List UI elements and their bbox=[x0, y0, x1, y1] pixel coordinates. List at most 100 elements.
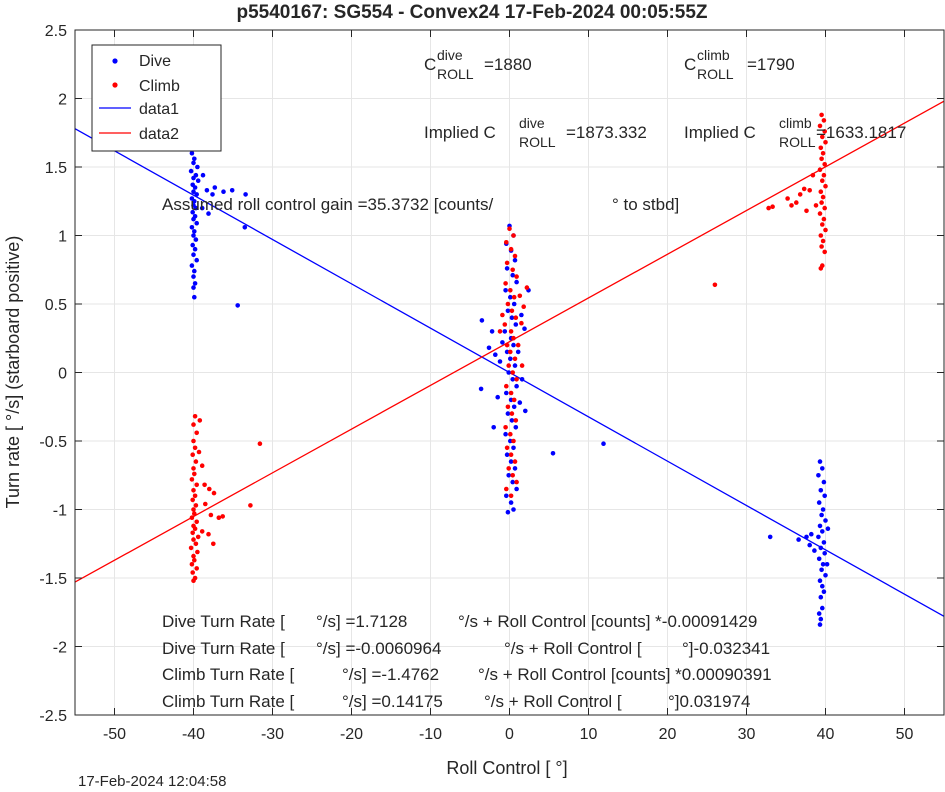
dive-point bbox=[514, 279, 519, 285]
dive-point bbox=[513, 425, 519, 430]
annotation-c-climb: C climb ROLL =1790 bbox=[684, 47, 795, 82]
dive-point bbox=[796, 537, 801, 542]
climb-point bbox=[519, 363, 525, 368]
climb-point bbox=[817, 167, 823, 172]
x-tick-label: 30 bbox=[738, 726, 756, 743]
dive-point bbox=[508, 459, 514, 464]
climb-point bbox=[519, 320, 524, 326]
climb-point bbox=[817, 211, 823, 216]
data-points bbox=[188, 112, 831, 627]
dive-point bbox=[229, 188, 235, 193]
climb-point bbox=[199, 529, 205, 534]
climb-point bbox=[189, 515, 195, 520]
climb-point bbox=[511, 335, 516, 341]
dive-point bbox=[192, 268, 197, 274]
climb-point bbox=[197, 418, 203, 423]
climb-point bbox=[509, 411, 515, 416]
dive-point bbox=[511, 342, 516, 348]
svg-text:dive: dive bbox=[519, 115, 545, 131]
dive-point bbox=[804, 534, 809, 540]
dive-point bbox=[194, 220, 199, 226]
dive-point bbox=[820, 562, 826, 567]
dive-point bbox=[510, 479, 515, 485]
dive-point bbox=[508, 294, 513, 300]
dive-point bbox=[822, 551, 827, 556]
climb-point bbox=[504, 383, 509, 389]
climb-point bbox=[821, 216, 827, 222]
climb-point bbox=[497, 329, 503, 334]
svg-text:Dive Turn Rate [: Dive Turn Rate [ bbox=[162, 639, 285, 658]
climb-point bbox=[505, 301, 511, 307]
climb-point bbox=[512, 253, 518, 259]
dive-point bbox=[194, 257, 199, 263]
climb-point bbox=[199, 463, 205, 469]
climb-point bbox=[188, 545, 194, 551]
x-tick-label: 20 bbox=[659, 726, 677, 743]
y-tick-label: -2 bbox=[53, 640, 67, 657]
climb-point bbox=[513, 418, 519, 423]
climb-point bbox=[510, 267, 515, 273]
svg-text:°/s] =-0.0060964: °/s] =-0.0060964 bbox=[316, 639, 441, 658]
dive-point bbox=[823, 518, 828, 523]
climb-point bbox=[512, 459, 518, 464]
svg-text:Climb Turn Rate [: Climb Turn Rate [ bbox=[162, 692, 295, 711]
dive-point bbox=[509, 418, 515, 423]
climb-point bbox=[820, 222, 825, 227]
climb-point bbox=[503, 281, 508, 286]
climb-point bbox=[508, 493, 514, 499]
climb-point bbox=[509, 308, 515, 314]
dive-point bbox=[816, 611, 822, 616]
dive-point bbox=[511, 507, 516, 512]
dive-point bbox=[820, 507, 826, 512]
climb-point bbox=[818, 145, 824, 151]
svg-text:climb: climb bbox=[697, 47, 730, 63]
dive-point bbox=[212, 185, 218, 190]
dive-point bbox=[508, 356, 513, 362]
svg-text:C: C bbox=[424, 55, 436, 74]
climb-point bbox=[521, 304, 526, 310]
dive-point bbox=[504, 493, 509, 499]
dive-point bbox=[504, 390, 509, 396]
climb-point bbox=[257, 441, 263, 447]
climb-point bbox=[195, 549, 200, 555]
y-tick-label: 0.5 bbox=[45, 297, 67, 314]
dive-point bbox=[807, 542, 812, 548]
annotation-c-dive: C dive ROLL =1880 bbox=[424, 47, 532, 82]
dive-point bbox=[193, 205, 199, 211]
dive-point bbox=[511, 445, 516, 451]
climb-point bbox=[820, 134, 825, 140]
dive-point bbox=[189, 225, 195, 230]
climb-point bbox=[511, 233, 516, 238]
dive-point bbox=[522, 326, 527, 332]
climb-point bbox=[818, 233, 824, 238]
dive-point bbox=[519, 377, 525, 382]
climb-point bbox=[820, 151, 826, 156]
climb-point bbox=[819, 244, 824, 249]
climb-point bbox=[515, 342, 521, 348]
climb-point bbox=[191, 438, 196, 444]
dive-point bbox=[509, 315, 515, 321]
climb-point bbox=[508, 390, 514, 396]
climb-point bbox=[191, 422, 196, 427]
climb-point bbox=[514, 377, 519, 382]
dive-point bbox=[508, 500, 514, 505]
dive-point bbox=[194, 192, 199, 197]
dive-point bbox=[479, 318, 485, 323]
dive-point bbox=[819, 512, 824, 518]
climb-point bbox=[504, 260, 510, 266]
dive-point bbox=[191, 160, 196, 166]
svg-text:ROLL: ROLL bbox=[697, 66, 734, 82]
annotation-implied-climb: Implied C climb ROLL =1633.1817 bbox=[684, 115, 906, 150]
legend-climb-label: Climb bbox=[139, 78, 180, 95]
dive-point bbox=[506, 473, 512, 478]
climb-point bbox=[507, 226, 512, 231]
dive-point bbox=[816, 473, 821, 478]
dive-point bbox=[192, 156, 197, 162]
dive-point bbox=[478, 386, 484, 392]
climb-point bbox=[191, 553, 196, 559]
dive-point bbox=[191, 175, 196, 181]
svg-text:°/s] =0.14175: °/s] =0.14175 bbox=[342, 692, 443, 711]
dive-point bbox=[504, 452, 510, 458]
climb-point bbox=[191, 466, 196, 471]
y-axis-ticks: -2.5 -2 -1.5 -1 -0.5 0 0.5 1 1.5 2 2.5 bbox=[39, 23, 944, 725]
